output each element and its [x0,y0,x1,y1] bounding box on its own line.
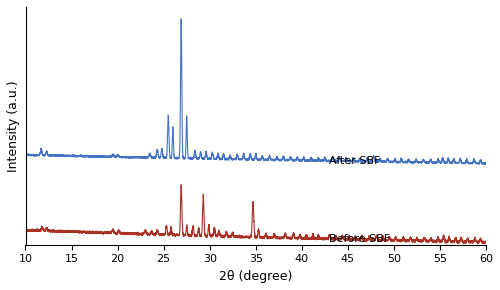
After SBF [295,157,301,161]
After SBF [315,157,321,161]
Y-axis label: Intensity (a.u.): Intensity (a.u.) [7,80,20,172]
Line: Before SBF: Before SBF [26,185,486,244]
Before SBF [388,240,394,243]
Text: After SBF: After SBF [330,156,381,166]
Before SBF [460,242,466,246]
After SBF [22,153,28,157]
After SBF [388,160,394,164]
After SBF [178,17,184,21]
After SBF [46,154,52,157]
X-axis label: 2θ (degree): 2θ (degree) [219,270,292,283]
After SBF [483,162,489,166]
After SBF [483,162,489,165]
Before SBF [46,229,52,233]
Before SBF [190,229,196,232]
Text: Before SBF: Before SBF [330,234,390,244]
Before SBF [364,239,370,242]
Before SBF [483,240,489,243]
Line: After SBF: After SBF [26,19,486,164]
After SBF [364,156,370,160]
After SBF [190,157,196,160]
Before SBF [22,228,28,232]
Before SBF [315,235,321,238]
Before SBF [178,183,184,186]
Before SBF [295,236,301,240]
